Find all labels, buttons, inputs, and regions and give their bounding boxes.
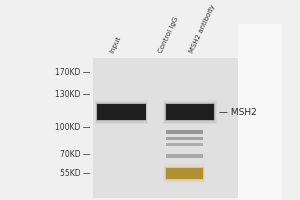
Text: 170KD —: 170KD — bbox=[55, 68, 90, 77]
Bar bbox=[166, 154, 203, 158]
Bar bbox=[164, 164, 205, 183]
Bar bbox=[164, 100, 217, 124]
Bar bbox=[164, 102, 216, 123]
Bar bbox=[238, 24, 282, 200]
Bar bbox=[166, 137, 203, 140]
Text: 55KD —: 55KD — bbox=[60, 169, 90, 178]
Bar bbox=[164, 166, 204, 182]
Bar bbox=[166, 168, 203, 179]
Text: Input: Input bbox=[110, 35, 122, 54]
Text: 70KD —: 70KD — bbox=[60, 150, 90, 159]
Bar bbox=[95, 100, 148, 124]
Bar bbox=[97, 104, 146, 120]
Bar bbox=[165, 103, 215, 121]
Text: 100KD —: 100KD — bbox=[55, 123, 90, 132]
Text: — MSH2: — MSH2 bbox=[218, 108, 256, 117]
Bar bbox=[96, 102, 147, 123]
Text: MSH2 antibody: MSH2 antibody bbox=[188, 4, 216, 54]
Bar bbox=[165, 167, 203, 180]
Text: Control IgG: Control IgG bbox=[158, 16, 180, 54]
Bar bbox=[166, 130, 203, 134]
Bar bbox=[93, 58, 238, 198]
Bar bbox=[166, 143, 203, 146]
Bar bbox=[97, 103, 146, 121]
Text: 130KD —: 130KD — bbox=[55, 90, 90, 99]
Bar bbox=[166, 104, 214, 120]
